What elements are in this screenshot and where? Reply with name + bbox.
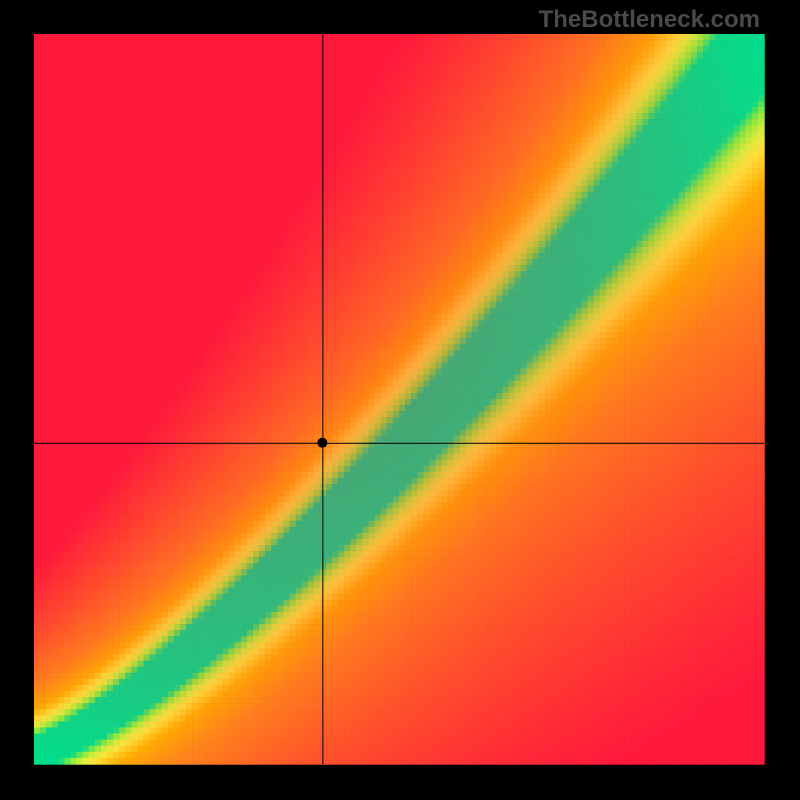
attribution-text: TheBottleneck.com xyxy=(539,6,760,34)
bottleneck-heatmap xyxy=(0,0,800,800)
chart-container: TheBottleneck.com xyxy=(0,0,800,800)
